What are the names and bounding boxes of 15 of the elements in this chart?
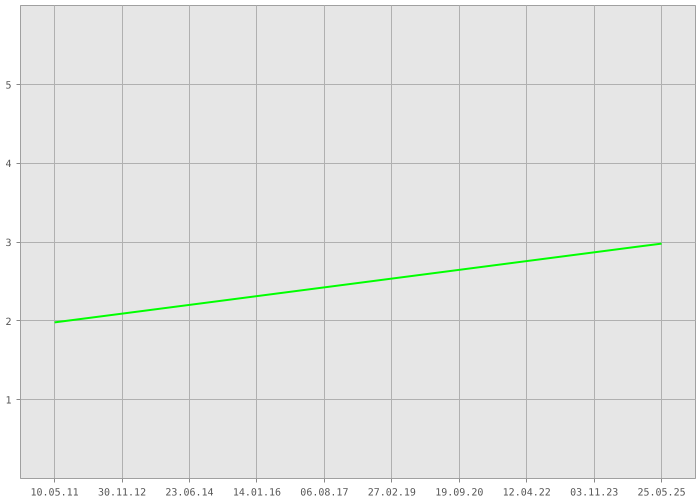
- y-tick-label: 2: [5, 316, 12, 328]
- x-tick-label: 12.04.22: [502, 488, 551, 498]
- x-tick-label: 03.11.23: [570, 488, 618, 498]
- x-tick-label: 19.09.20: [435, 488, 484, 498]
- x-tick-label: 23.06.14: [165, 488, 214, 498]
- x-tick-label: 27.02.19: [368, 488, 416, 498]
- y-tick-label: 4: [5, 159, 12, 170]
- y-tick-label: 5: [5, 80, 12, 92]
- x-tick-label: 25.05.25: [637, 488, 686, 498]
- y-tick-label: 3: [5, 238, 12, 249]
- x-tick-label: 06.08.17: [300, 488, 348, 498]
- x-tick-label: 14.01.16: [232, 488, 282, 498]
- x-tick-label: 10.05.11: [30, 488, 79, 498]
- x-tick-label: 30.11.12: [98, 488, 146, 498]
- y-tick-label: 1: [5, 396, 12, 407]
